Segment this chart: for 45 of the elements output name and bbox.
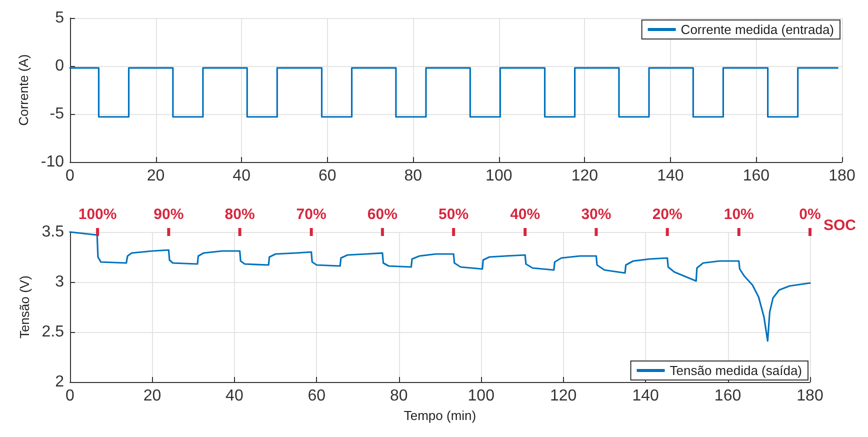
x-axis-title: Tempo (min) bbox=[404, 408, 476, 423]
annotation: 0% bbox=[799, 206, 821, 223]
x-tick-label: 100 bbox=[468, 388, 495, 404]
x-tick-label: 100 bbox=[486, 168, 512, 184]
y-tick-label: -5 bbox=[50, 106, 64, 122]
x-tick-label: 140 bbox=[657, 168, 684, 184]
text: SOC bbox=[823, 217, 856, 234]
x-tick-label: 20 bbox=[143, 388, 162, 404]
y-tick-label: 2.5 bbox=[42, 324, 64, 340]
x-tick-label: 180 bbox=[828, 168, 856, 184]
annotation: 90% bbox=[154, 206, 184, 223]
y-tick-label: 3 bbox=[55, 274, 64, 290]
x-tick-label: 0 bbox=[66, 388, 75, 404]
y-tick-label: 5 bbox=[55, 10, 64, 26]
x-tick-label: 20 bbox=[146, 168, 165, 184]
x-tick-label: 120 bbox=[571, 168, 598, 184]
annotation: 60% bbox=[367, 206, 398, 223]
annotation: 80% bbox=[224, 206, 255, 223]
x-tick-label: 40 bbox=[226, 388, 244, 404]
annotation: 20% bbox=[652, 206, 682, 223]
y-tick-label: 2 bbox=[55, 374, 64, 390]
x-tick-label: 40 bbox=[232, 168, 251, 184]
annotation: 10% bbox=[724, 206, 754, 223]
annotation: 40% bbox=[510, 206, 540, 223]
legend-label: Corrente medida (entrada) bbox=[680, 22, 834, 37]
annotation: 50% bbox=[438, 206, 469, 223]
x-tick-label: 80 bbox=[390, 388, 408, 404]
y-tick-label: -10 bbox=[40, 154, 64, 170]
x-tick-label: 140 bbox=[632, 388, 659, 404]
x-tick-label: 160 bbox=[714, 388, 742, 404]
x-tick-label: 60 bbox=[318, 168, 336, 184]
annotation: 100% bbox=[78, 206, 117, 223]
y-axis-title: Corrente (A) bbox=[16, 54, 31, 126]
x-tick-label: 160 bbox=[742, 168, 770, 184]
legend-label: Tensão medida (saída) bbox=[670, 363, 802, 378]
annotation: 30% bbox=[581, 206, 612, 223]
annotation: 70% bbox=[296, 206, 326, 223]
x-tick-label: 0 bbox=[66, 168, 75, 184]
x-tick-label: 120 bbox=[550, 388, 577, 404]
y-axis-title: Tensão (V) bbox=[16, 276, 32, 338]
x-tick-label: 80 bbox=[404, 168, 422, 184]
y-tick-label: 0 bbox=[55, 58, 64, 74]
y-tick-label: 3.5 bbox=[42, 224, 64, 240]
x-tick-label: 180 bbox=[796, 388, 824, 404]
x-tick-label: 60 bbox=[308, 388, 326, 404]
